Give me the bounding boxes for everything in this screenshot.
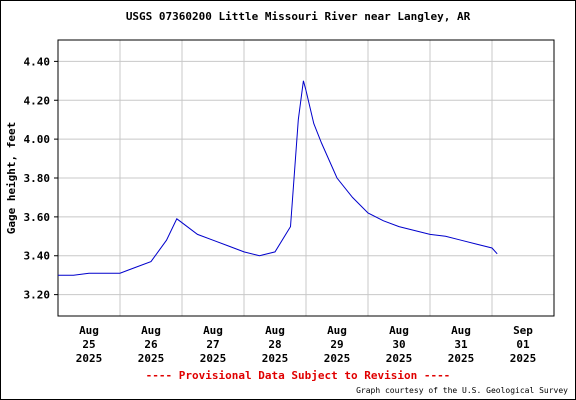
y-tick-label: 3.60 [24,211,51,224]
x-tick-label: Aug 31 2025 [448,324,475,365]
y-tick-label: 3.40 [24,250,51,263]
x-tick-label: Aug 30 2025 [386,324,413,365]
y-axis-label: Gage height, feet [5,122,18,235]
y-tick-label: 4.20 [24,94,51,107]
y-tick-label: 3.20 [24,289,51,302]
provisional-note: ---- Provisional Data Subject to Revisio… [146,369,451,382]
credit: Graph courtesy of the U.S. Geological Su… [356,386,568,395]
x-tick-label: Sep 01 2025 [510,324,537,365]
data-line [58,80,498,276]
y-tick-label: 4.40 [24,55,51,68]
y-tick-label: 4.00 [24,133,51,146]
x-tick-label: Aug 26 2025 [138,324,165,365]
plot-border [57,39,555,317]
x-tick-label: Aug 29 2025 [324,324,351,365]
chart-title: USGS 07360200 Little Missouri River near… [126,10,471,23]
y-tick-label: 3.80 [24,172,51,185]
x-tick-label: Aug 28 2025 [262,324,289,365]
x-tick-label: Aug 25 2025 [76,324,103,365]
x-tick-label: Aug 27 2025 [200,324,227,365]
